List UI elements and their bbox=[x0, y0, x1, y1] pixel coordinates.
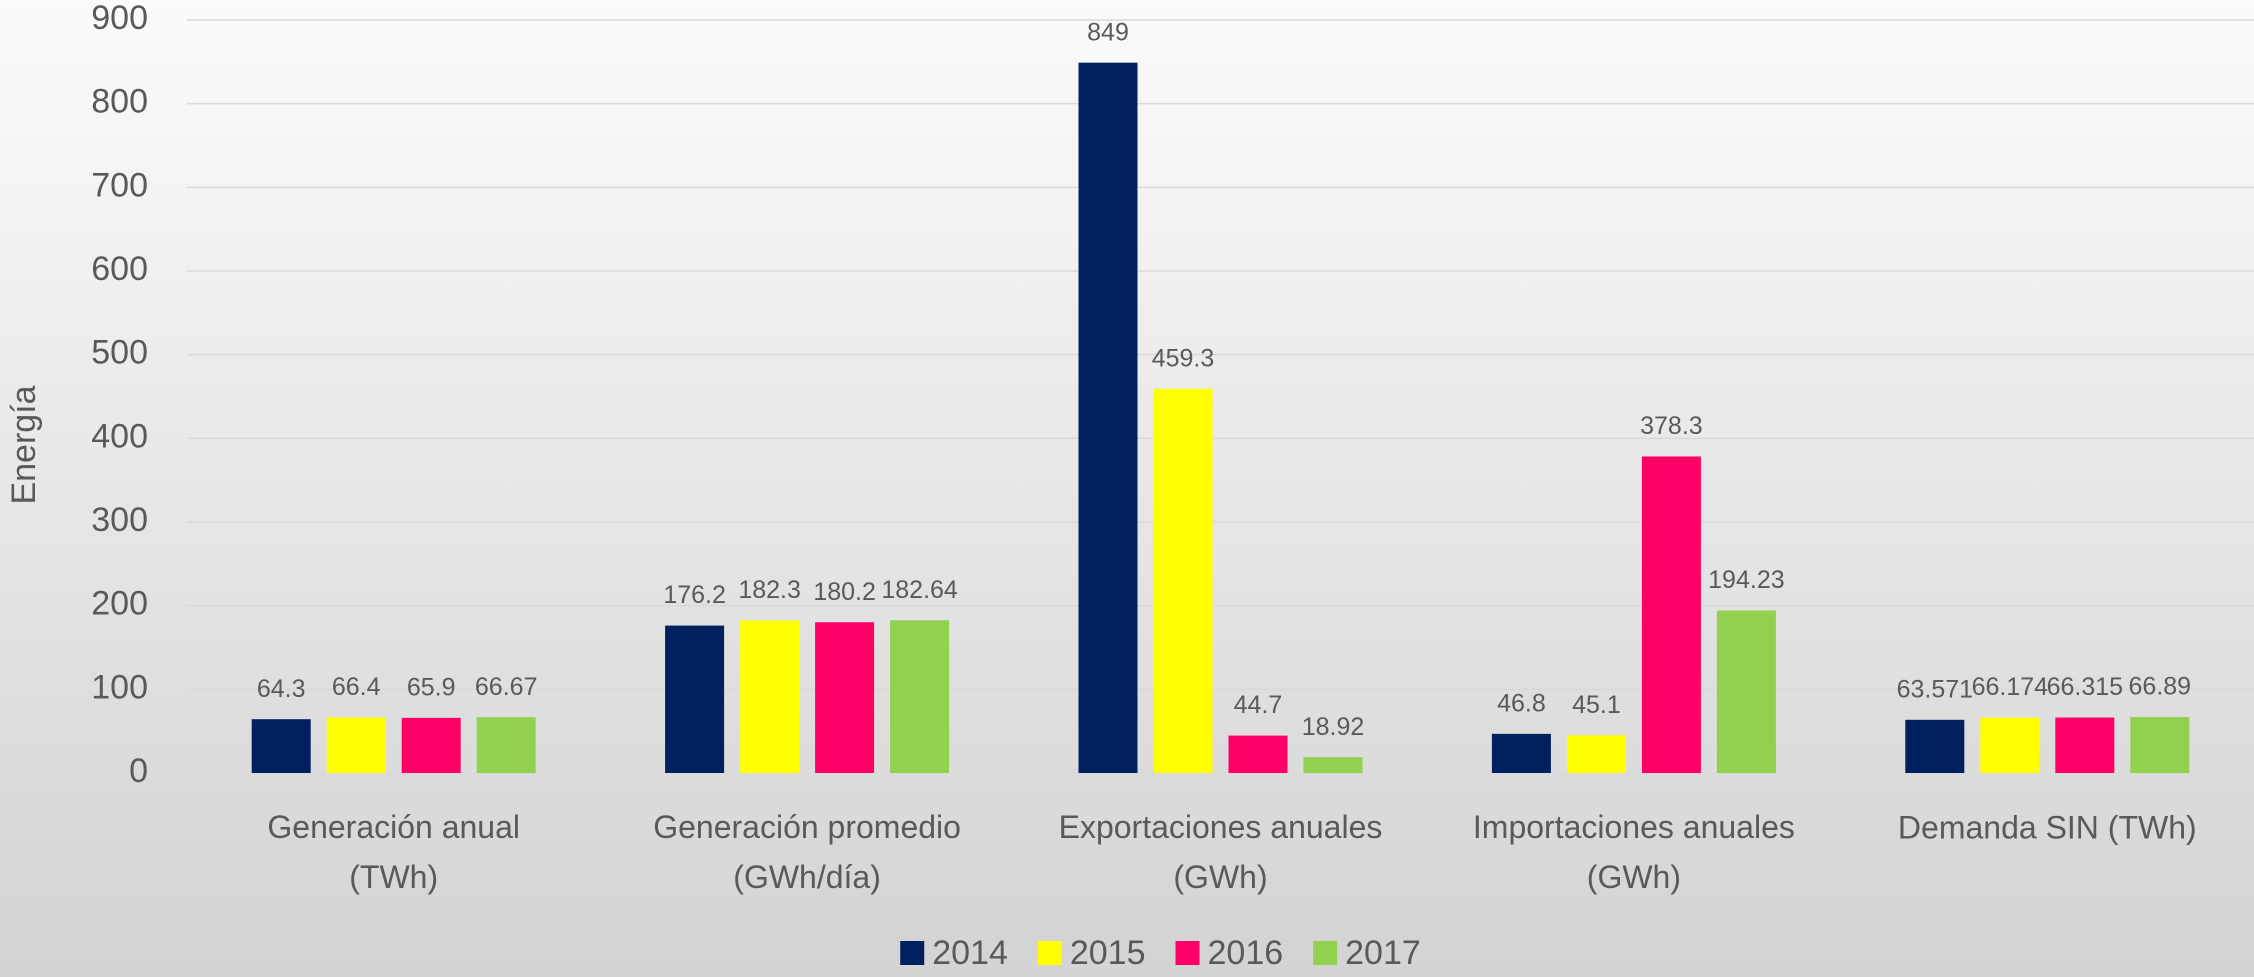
data-label: 459.3 bbox=[1152, 344, 1215, 372]
bar bbox=[401, 717, 461, 773]
y-tick-label: 700 bbox=[91, 166, 148, 204]
bar bbox=[665, 625, 725, 773]
bar bbox=[1491, 733, 1551, 773]
bar bbox=[326, 717, 386, 773]
bar bbox=[1078, 62, 1138, 774]
y-tick-label: 100 bbox=[91, 668, 148, 706]
legend-label: 2016 bbox=[1208, 934, 1284, 972]
bar bbox=[1905, 719, 1965, 773]
bar bbox=[815, 622, 875, 773]
legend-label: 2017 bbox=[1345, 934, 1421, 972]
data-label: 176.2 bbox=[663, 581, 726, 609]
legend-swatch bbox=[900, 941, 925, 965]
x-tick-label: Importaciones anuales (GWh) bbox=[1473, 809, 1795, 895]
data-label: 66.4 bbox=[332, 673, 381, 701]
data-label: 194.23 bbox=[1708, 566, 1784, 594]
legend-label: 2014 bbox=[932, 934, 1008, 972]
legend: 2014 2015 2016 2017 bbox=[900, 934, 1421, 972]
legend-swatch bbox=[1037, 941, 1062, 965]
data-label: 66.89 bbox=[2129, 673, 2192, 701]
bar bbox=[740, 620, 800, 773]
data-label: 66.315 bbox=[2047, 673, 2123, 701]
x-tick-label: Exportaciones anuales (GWh) bbox=[1059, 809, 1383, 895]
bar bbox=[1303, 757, 1363, 773]
bar bbox=[890, 620, 950, 773]
y-tick-label: 300 bbox=[91, 501, 148, 539]
y-tick-label: 500 bbox=[91, 334, 148, 372]
bar bbox=[2130, 717, 2190, 773]
legend-swatch bbox=[1313, 941, 1338, 965]
data-label: 64.3 bbox=[257, 675, 306, 703]
legend-label: 2015 bbox=[1070, 934, 1146, 972]
y-tick-label: 800 bbox=[91, 83, 148, 121]
data-label: 182.64 bbox=[881, 576, 958, 604]
y-tick-label: 600 bbox=[91, 250, 148, 288]
data-label: 66.67 bbox=[475, 673, 538, 701]
data-label: 378.3 bbox=[1640, 412, 1703, 440]
bar bbox=[1641, 456, 1701, 773]
data-label: 849 bbox=[1087, 18, 1129, 46]
y-tick-label: 200 bbox=[91, 585, 148, 623]
y-tick-label: 900 bbox=[91, 0, 148, 37]
bar bbox=[2055, 717, 2115, 773]
data-label: 65.9 bbox=[407, 673, 456, 701]
data-label: 18.92 bbox=[1302, 713, 1365, 741]
y-tick-label: 0 bbox=[129, 752, 148, 790]
bar bbox=[1716, 610, 1776, 773]
bar bbox=[1566, 735, 1626, 773]
x-tick-label: Demanda SIN (TWh) bbox=[1898, 809, 2197, 845]
legend-swatch bbox=[1175, 941, 1200, 965]
x-tick-label: Generación promedio (GWh/día) bbox=[653, 809, 961, 895]
y-tick-label: 400 bbox=[91, 417, 148, 455]
data-label: 66.174 bbox=[1972, 673, 2049, 701]
bar bbox=[476, 717, 536, 773]
bar bbox=[1153, 388, 1213, 773]
data-label: 45.1 bbox=[1572, 691, 1621, 719]
bar bbox=[1980, 717, 2040, 773]
data-label: 182.3 bbox=[738, 576, 801, 604]
y-axis-label: Energía bbox=[5, 385, 43, 504]
data-label: 180.2 bbox=[813, 578, 876, 606]
data-label: 46.8 bbox=[1497, 689, 1546, 717]
data-label: 44.7 bbox=[1234, 691, 1283, 719]
bar bbox=[1228, 735, 1288, 773]
bar bbox=[251, 719, 311, 773]
x-tick-label: Generación anual (TWh) bbox=[267, 809, 520, 895]
data-label: 63.571 bbox=[1897, 675, 1973, 703]
